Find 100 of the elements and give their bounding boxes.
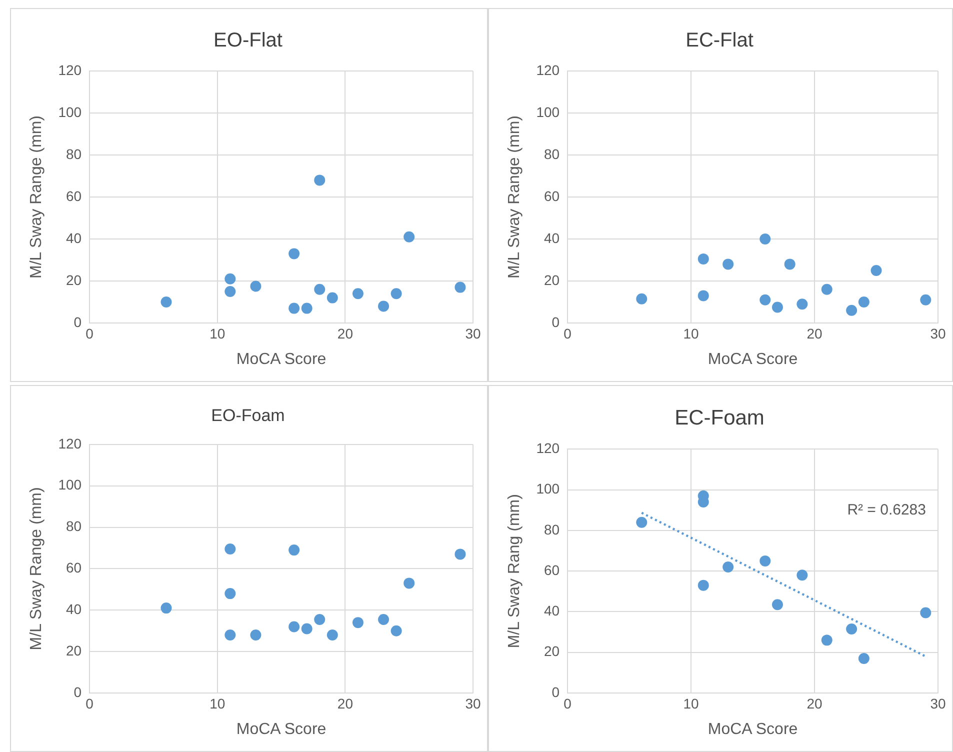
annotation: R² = 0.6283 [847, 501, 926, 518]
point [846, 304, 858, 316]
y-tick-label: 80 [66, 146, 82, 162]
point [698, 290, 709, 302]
point [760, 555, 771, 566]
point [636, 516, 648, 528]
x-tick-label: 0 [86, 695, 94, 712]
point [858, 296, 870, 308]
x-tick-label: 10 [210, 695, 226, 712]
y-tick-label: 120 [536, 440, 560, 456]
point [314, 614, 326, 625]
y-axis-title: M/L Sway Range (mm) [28, 487, 46, 650]
point [920, 294, 932, 306]
point [698, 253, 709, 264]
x-tick-label: 10 [683, 695, 700, 712]
y-axis-title: M/L Sway Range (mm) [506, 116, 524, 278]
chart-title: EO-Flat [214, 30, 283, 52]
y-tick-label: 0 [74, 684, 82, 700]
y-tick-label: 100 [536, 480, 560, 497]
y-tick-label: 0 [552, 684, 560, 700]
point [160, 602, 172, 614]
point [288, 621, 300, 632]
point [722, 562, 734, 573]
point [224, 629, 236, 640]
point [870, 265, 882, 276]
y-tick-label: 120 [58, 435, 82, 452]
x-tick-label: 0 [564, 695, 572, 712]
point [636, 293, 648, 304]
y-tick-label: 20 [66, 642, 82, 658]
point [224, 588, 236, 600]
x-tick-label: 10 [210, 325, 226, 342]
y-tick-label: 60 [66, 560, 82, 576]
y-tick-label: 100 [58, 476, 82, 493]
x-axis-title: MoCA Score [708, 350, 798, 368]
y-tick-label: 20 [544, 643, 560, 660]
point [784, 258, 796, 270]
chart-title: EO-Foam [211, 406, 285, 425]
point [454, 548, 466, 560]
point [250, 629, 262, 640]
y-tick-label: 40 [544, 230, 560, 246]
point [796, 570, 808, 581]
y-tick-label: 80 [544, 146, 560, 162]
point [698, 580, 709, 591]
y-tick-label: 20 [66, 272, 82, 288]
point [352, 617, 364, 628]
y-tick-label: 60 [66, 188, 82, 204]
y-tick-label: 40 [66, 230, 82, 246]
y-tick-label: 0 [74, 314, 82, 330]
point [772, 599, 783, 610]
point [224, 544, 236, 555]
chart-title: EC-Foam [674, 406, 764, 430]
point [326, 629, 338, 640]
point [288, 248, 300, 260]
point [796, 298, 808, 310]
y-tick-label: 100 [58, 104, 82, 120]
point [326, 292, 338, 304]
y-tick-label: 0 [552, 314, 560, 330]
point [160, 296, 172, 308]
point [858, 652, 870, 664]
y-tick-label: 120 [536, 62, 560, 78]
x-axis-title: MoCA Score [708, 720, 798, 738]
point [390, 288, 402, 300]
point [760, 294, 771, 306]
point [920, 607, 932, 618]
point [821, 634, 832, 646]
point [314, 174, 326, 186]
y-tick-label: 60 [544, 188, 560, 204]
y-tick-label: 80 [544, 521, 560, 538]
point [224, 273, 236, 284]
point [250, 280, 262, 292]
x-tick-label: 20 [337, 325, 354, 342]
x-tick-label: 20 [806, 695, 823, 712]
chart-title: EC-Flat [686, 30, 754, 52]
y-axis-title: M/L Sway Range (mm) [28, 116, 46, 278]
point [390, 625, 402, 636]
x-tick-label: 20 [806, 325, 823, 342]
point [722, 258, 734, 270]
point [288, 302, 300, 314]
point [404, 231, 415, 242]
point [378, 614, 390, 625]
y-tick-label: 80 [66, 518, 82, 534]
y-tick-label: 100 [536, 104, 560, 120]
point [454, 282, 466, 293]
point [301, 623, 312, 634]
point [846, 624, 858, 635]
y-axis-title: M/L Sway Rang (mm) [506, 494, 524, 648]
point [288, 544, 300, 556]
x-tick-label: 30 [930, 695, 946, 712]
x-axis-title: MoCA Score [236, 350, 326, 368]
point [404, 578, 415, 589]
point [378, 300, 390, 312]
point [352, 288, 364, 300]
y-tick-label: 60 [544, 562, 560, 578]
x-tick-label: 10 [683, 325, 700, 342]
point [760, 234, 771, 244]
point [301, 302, 312, 314]
point [224, 286, 236, 297]
x-tick-label: 30 [465, 695, 481, 712]
point [314, 284, 326, 295]
point [772, 302, 783, 313]
